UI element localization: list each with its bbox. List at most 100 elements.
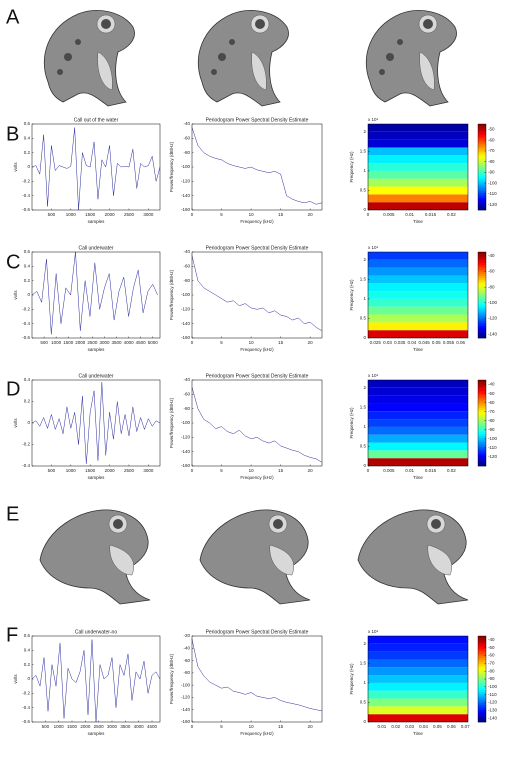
colorbar-strip [478,644,486,648]
heatmap-band [368,147,468,156]
y-tick-label: -60 [183,658,190,663]
heatmap-band [368,186,468,195]
y-tick-label: -120 [181,179,191,184]
y-axis-label: Frequency (Hz) [349,407,354,439]
colorbar-tick-label: -50 [488,645,495,650]
colorbar-strip [478,683,486,686]
colorbar-strip [478,401,486,404]
x-tick-label: 0 [367,212,370,217]
plot-area [192,252,322,338]
signal-line [191,387,323,463]
colorbar-tick-label: -60 [488,653,495,658]
y-tick-label: 0.5 [360,316,367,321]
heatmap-band [368,306,468,315]
y-tick-label: -120 [181,695,191,700]
x-tick-label: 2500 [94,724,105,729]
heatmap-band [368,314,468,323]
colorbar-strip [478,286,486,289]
colorbar-strip [478,429,486,432]
x-tick-label: 1500 [85,212,96,217]
y-tick-label: -0.2 [22,691,30,696]
x-tick-label: 3000 [107,724,118,729]
x-tick-label: 3000 [143,468,154,473]
x-tick-label: 4500 [147,724,158,729]
y-tick-label: -20 [183,633,190,638]
colorbar-tick-label: -110 [488,692,497,697]
y-tick-label: 0.4 [24,648,31,653]
x-tick-label: 0.015 [425,468,437,473]
y-tick-label: -100 [181,420,191,425]
y-tick-label: -100 [181,292,191,297]
x-tick-label: 0.025 [370,340,382,345]
colorbar-strip [478,388,486,392]
x-tick-label: 3000 [143,212,154,217]
colorbar-strip [478,279,486,283]
y-tick-label: -160 [181,719,191,724]
colorbar-tick-label: -80 [488,159,495,164]
colorbar-strip [478,173,486,176]
colorbar-strip [478,301,486,304]
axis-multiplier: x 10⁴ [368,117,379,122]
colorbar-strip [478,258,486,261]
colorbar-tick-label: -60 [488,400,495,405]
colorbar-strip [478,418,486,422]
signal-line [191,639,323,712]
colorbar-strip [478,134,486,138]
x-tick-label: 500 [42,724,50,729]
colorbar-tick-label: -50 [488,391,495,396]
y-tick-label: 0 [27,164,30,169]
y-tick-label: 0.2 [24,150,31,155]
y-tick-label: 0 [363,335,366,340]
colorbar-strip [478,420,486,424]
colorbar-strip [478,397,486,400]
heatmap-band [368,170,468,179]
heatmap-band [368,322,468,331]
heatmap-band [368,651,468,660]
y-tick-label: 0 [363,207,366,212]
x-tick-label: 0 [191,212,194,217]
signal-line [31,251,158,335]
colorbar-strip [478,303,486,307]
colorbar-strip [478,141,486,144]
colorbar-strip [478,292,486,296]
x-tick-label: 1000 [66,212,77,217]
heatmap-band [368,690,468,699]
colorbar-tick-label: -50 [488,127,495,132]
colorbar-tick-label: -140 [488,715,498,720]
y-tick-label: -160 [181,463,191,468]
x-tick-label: 3500 [120,724,131,729]
plot-title: Call underwater [78,373,113,379]
plot-title: Periodogram Power Spectral Density Estim… [206,373,309,379]
y-tick-label: 2 [363,129,366,134]
panel-label: C [6,251,20,273]
plot-area [192,124,322,210]
colorbar-tick-label: -140 [488,331,498,336]
colorbar-strip [478,448,486,452]
heatmap-band [368,131,468,140]
heatmap-band [368,202,468,210]
y-tick-label: -0.2 [22,442,30,447]
plot-title: Call underwater [78,245,113,251]
colorbar-tick-label: -70 [488,661,495,666]
colorbar-strip [478,297,486,300]
axes-frame [367,635,469,723]
colorbar-strip [478,197,486,200]
x-tick-label: 1000 [66,468,77,473]
x-tick-label: 15 [278,468,284,473]
y-tick-label: -140 [181,449,191,454]
y-axis-label: Frequency (Hz) [349,151,354,183]
plot-area [32,252,160,338]
colorbar-strip [478,325,486,328]
y-tick-label: -80 [183,150,190,155]
colorbar-strip [478,455,486,458]
y-tick-label: 1 [363,168,366,173]
colorbar-strip [478,145,486,148]
y-tick-label: 0 [27,676,30,681]
colorbar-tick-label: -80 [488,284,495,289]
colorbar-strip [478,335,486,339]
x-axis-label: samples [88,347,106,352]
heatmap-band [368,178,468,187]
plot-area [192,380,322,466]
y-axis-label: Frequency (Hz) [349,663,354,695]
colorbar-strip [478,657,486,660]
